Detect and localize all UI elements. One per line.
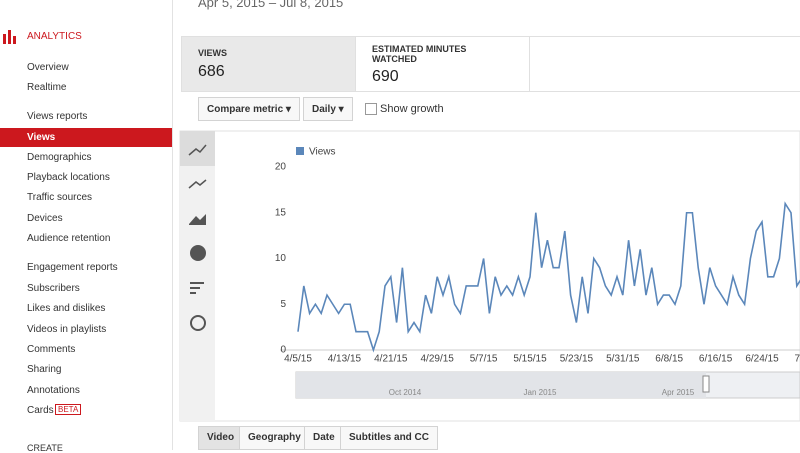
navigator-label: Jan 2015 — [524, 388, 557, 397]
navigator-label: Apr 2015 — [662, 388, 695, 397]
interval-dropdown[interactable]: Daily ▾ — [303, 97, 353, 121]
tab-selected[interactable]: Video — [198, 426, 244, 450]
x-tick-label: 4/21/15 — [374, 354, 408, 365]
date-range: Apr 5, 2015 – Jul 8, 2015 — [198, 0, 344, 10]
map-icon[interactable] — [190, 315, 206, 331]
nav-item[interactable]: Videos in playlists — [27, 324, 107, 335]
y-tick-label: 15 — [275, 207, 287, 218]
metric-card[interactable]: ESTIMATED MINUTES WATCHED 690 — [355, 36, 530, 92]
nav-item[interactable]: Engagement reports — [27, 262, 118, 273]
x-tick-label: 6/24/15 — [745, 354, 779, 365]
metric-label: VIEWS — [198, 48, 228, 58]
navigator-unselected — [296, 372, 706, 398]
section-title: ANALYTICS — [27, 31, 82, 42]
metric-label: ESTIMATED MINUTES WATCHED — [372, 44, 467, 64]
x-tick-label: 5/15/15 — [513, 354, 547, 365]
nav-item[interactable]: Cards — [27, 405, 54, 416]
y-tick-label: 0 — [280, 345, 286, 356]
active-item-bg — [0, 128, 172, 147]
legend-label: Views — [309, 147, 336, 158]
compare-dropdown[interactable]: Compare metric ▾ — [198, 97, 300, 121]
x-tick-label: 5/23/15 — [560, 354, 594, 365]
bar-icon[interactable] — [190, 282, 204, 294]
line-chart-icon[interactable] — [188, 144, 207, 156]
sidebar: ANALYTICS Overview Realtime Views report… — [0, 0, 173, 453]
y-tick-label: 10 — [275, 253, 287, 264]
navigator-handle[interactable] — [702, 375, 710, 393]
nav-item[interactable]: Comments — [27, 344, 76, 355]
nav-item[interactable]: Demographics — [27, 152, 92, 163]
navigator-label: Oct 2014 — [389, 388, 422, 397]
x-tick-label: 4/29/15 — [421, 354, 455, 365]
analytics-icon — [3, 30, 16, 44]
x-tick-label: 6/16/15 — [699, 354, 733, 365]
y-tick-label: 5 — [280, 299, 286, 310]
nav-item[interactable]: Devices — [27, 213, 63, 224]
x-tick-label: 7/2/15 — [794, 354, 800, 365]
nav-item[interactable]: Annotations — [27, 385, 80, 396]
beta-badge: BETA — [55, 404, 82, 415]
nav-item[interactable]: Likes and dislikes — [27, 303, 106, 314]
x-tick-label: 4/5/15 — [284, 354, 312, 365]
chart: 0 5 10 15 20 4/5/15 4/13/15 4/21/15 4/29/15 5/7/1… — [179, 130, 800, 422]
metric-value: 690 — [372, 68, 399, 85]
pie-icon[interactable] — [190, 245, 206, 261]
dropdown-label: Daily — [312, 104, 336, 115]
tab[interactable]: Date — [304, 426, 344, 450]
series-line — [297, 201, 800, 353]
x-tick-label: 4/13/15 — [328, 354, 362, 365]
chart-type-selected — [180, 131, 215, 166]
nav-item[interactable]: Views reports — [27, 111, 88, 122]
tab[interactable]: Geography — [239, 426, 310, 450]
nav-item[interactable]: Overview — [27, 62, 69, 73]
growth-label: Show growth — [380, 103, 444, 115]
nav-item[interactable]: Subscribers — [27, 283, 80, 294]
multi-line-icon[interactable] — [188, 179, 207, 189]
x-tick-label: 5/7/15 — [470, 354, 498, 365]
metric-card-selected[interactable]: VIEWS 686 — [181, 36, 356, 92]
tab[interactable]: Subtitles and CC — [340, 426, 439, 450]
legend-swatch — [296, 147, 304, 155]
nav-item[interactable]: Traffic sources — [27, 192, 93, 203]
nav-item[interactable]: Sharing — [27, 364, 62, 375]
metric-card-empty — [529, 36, 800, 92]
nav-item-active[interactable]: Views — [27, 132, 56, 143]
nav-item[interactable]: Realtime — [27, 82, 67, 93]
chart-type-bar — [180, 131, 215, 421]
area-icon[interactable] — [189, 214, 206, 225]
y-tick-label: 20 — [275, 162, 287, 173]
nav-item[interactable]: Playback locations — [27, 172, 110, 183]
metric-value: 686 — [198, 63, 225, 80]
growth-checkbox[interactable] — [365, 103, 377, 115]
section-title: CREATE — [27, 443, 63, 453]
x-tick-label: 5/31/15 — [606, 354, 640, 365]
x-tick-label: 6/8/15 — [655, 354, 683, 365]
nav-item[interactable]: Audience retention — [27, 233, 111, 244]
dropdown-label: Compare metric — [207, 104, 284, 115]
